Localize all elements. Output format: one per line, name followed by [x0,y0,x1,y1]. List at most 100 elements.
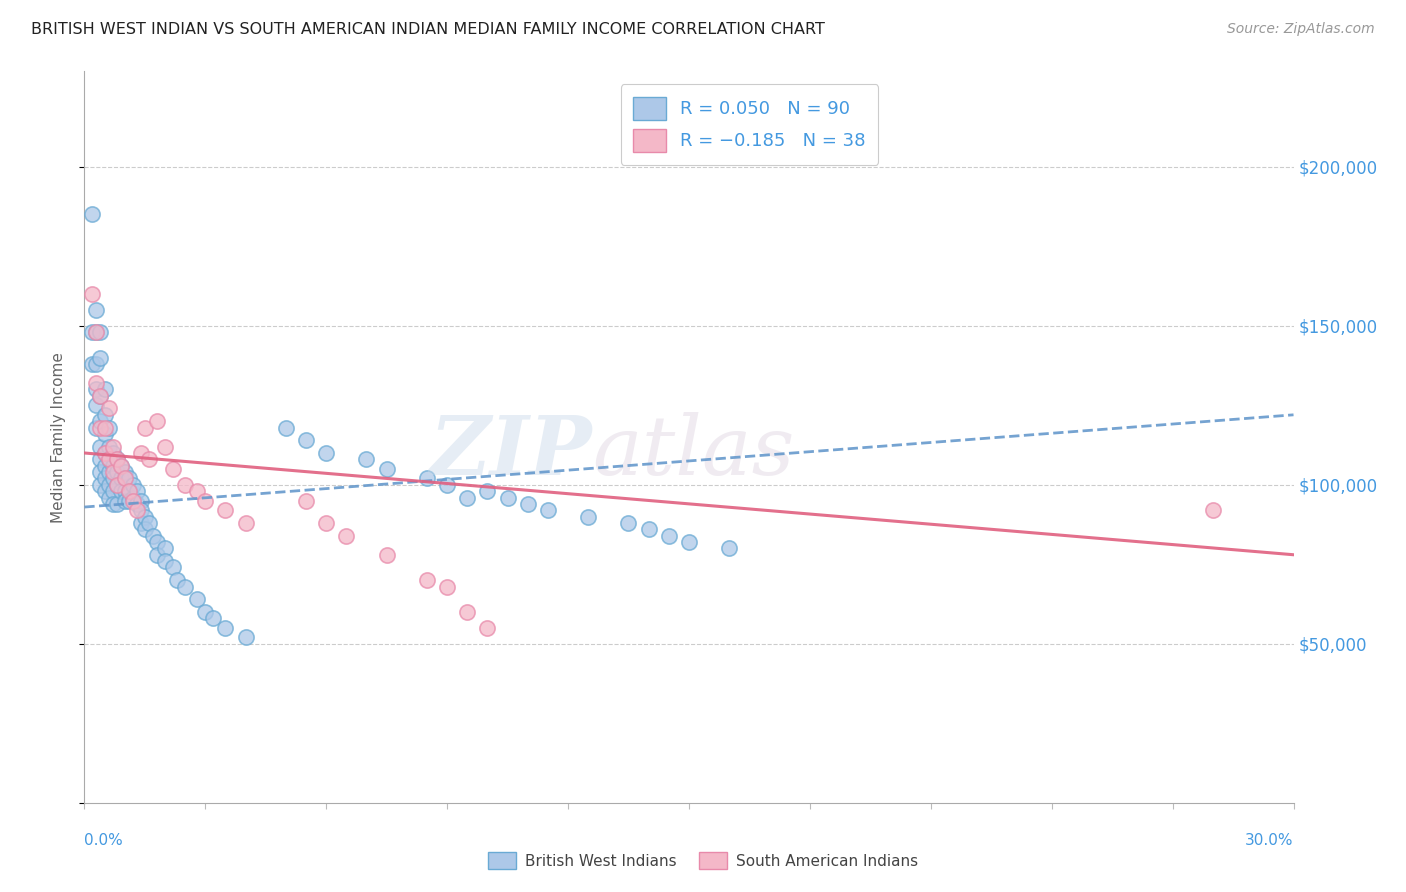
Point [101,465,124,479]
Point [295,493,318,508]
Point [114,484,136,499]
Point [86,357,108,371]
Point [516,497,538,511]
Point [93,471,115,485]
Point [356,452,378,467]
Point [1202,503,1225,517]
Point [129,503,152,517]
Point [97,477,120,491]
Point [114,465,136,479]
Point [235,516,257,530]
Point [146,414,169,428]
Legend: R = 0.050   N = 90, R = −0.185   N = 38: R = 0.050 N = 90, R = −0.185 N = 38 [620,84,879,165]
Point [496,491,519,505]
Point [129,516,152,530]
Point [86,383,108,397]
Point [97,401,120,416]
Point [86,398,108,412]
Point [86,325,108,339]
Text: ZIP: ZIP [430,412,592,491]
Point [194,605,217,619]
Point [121,491,143,505]
Point [162,462,184,476]
Text: atlas: atlas [592,412,794,491]
Point [93,420,115,434]
Point [118,471,141,485]
Point [105,452,128,467]
Point [477,621,499,635]
Point [105,477,128,491]
Point [110,458,132,473]
Text: 30.0%: 30.0% [1246,833,1294,848]
Point [97,420,120,434]
Point [153,440,176,454]
Point [105,452,128,467]
Point [477,484,499,499]
Point [416,573,439,587]
Point [186,592,208,607]
Point [89,389,111,403]
Point [82,325,104,339]
Point [194,493,217,508]
Point [134,509,156,524]
Point [97,452,120,467]
Point [678,535,700,549]
Point [118,493,141,508]
Point [214,621,236,635]
Point [101,484,124,499]
Point [114,471,136,485]
Point [134,420,156,434]
Point [89,477,111,491]
Point [86,302,108,317]
Point [89,325,111,339]
Point [274,420,297,434]
Text: Source: ZipAtlas.com: Source: ZipAtlas.com [1227,22,1375,37]
Point [166,573,188,587]
Point [214,503,236,517]
Point [153,541,176,556]
Point [105,477,128,491]
Point [138,452,160,467]
Point [153,554,176,568]
Text: 0.0%: 0.0% [84,833,124,848]
Text: BRITISH WEST INDIAN VS SOUTH AMERICAN INDIAN MEDIAN FAMILY INCOME CORRELATION CH: BRITISH WEST INDIAN VS SOUTH AMERICAN IN… [31,22,825,37]
Point [93,408,115,422]
Point [134,522,156,536]
Point [93,426,115,441]
Point [97,440,120,454]
Y-axis label: Median Family Income: Median Family Income [51,351,66,523]
Point [174,477,197,491]
Point [315,446,337,460]
Point [86,376,108,390]
Point [456,491,478,505]
Point [129,493,152,508]
Point [86,325,108,339]
Point [89,414,111,428]
Point [101,458,124,473]
Point [138,516,160,530]
Point [93,446,115,460]
Point [295,434,318,448]
Point [82,207,104,221]
Point [110,471,132,485]
Point [89,420,111,434]
Point [89,452,111,467]
Point [121,493,143,508]
Point [335,529,357,543]
Point [537,503,560,517]
Point [456,605,478,619]
Point [82,287,104,301]
Point [146,548,169,562]
Point [436,580,458,594]
Point [82,357,104,371]
Point [186,484,208,499]
Point [315,516,337,530]
Point [101,440,124,454]
Point [375,548,398,562]
Point [97,491,120,505]
Point [118,484,141,499]
Point [105,497,128,511]
Point [93,458,115,473]
Point [89,351,111,365]
Point [97,465,120,479]
